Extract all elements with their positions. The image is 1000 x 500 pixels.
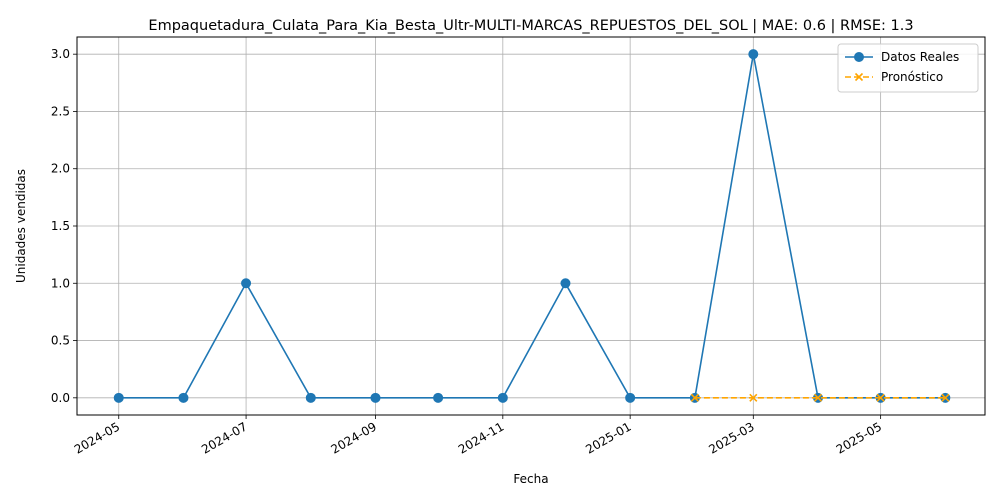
- marker-x-stroke: [941, 393, 950, 402]
- data-point: [305, 392, 316, 403]
- data-point: [749, 393, 758, 402]
- legend: Datos Reales Pronóstico: [837, 43, 979, 93]
- legend-item: Datos Reales: [845, 50, 959, 64]
- marker-x-stroke: [749, 393, 758, 402]
- y-tick-label: 2.5: [51, 104, 70, 118]
- legend-box: [837, 43, 979, 93]
- data-point: [748, 49, 759, 60]
- y-tick-label: 2.0: [51, 162, 70, 176]
- series-forecast: [690, 393, 950, 402]
- legend-items: Datos Reales Pronóstico: [845, 50, 959, 84]
- y-tick-label: 3.0: [51, 47, 70, 61]
- series-layer: [113, 49, 951, 403]
- y-tick-label: 0.5: [51, 334, 70, 348]
- data-point: [241, 278, 252, 289]
- marker-x-stroke: [876, 393, 885, 402]
- chart-title: Empaquetadura_Culata_Para_Kia_Besta_Ultr…: [148, 18, 913, 34]
- legend-marker: [854, 52, 864, 62]
- y-tick-label: 1.5: [51, 219, 70, 233]
- grid: [77, 37, 985, 415]
- data-point: [813, 393, 823, 402]
- data-point: [625, 392, 636, 403]
- legend-item: Pronóstico: [845, 70, 943, 84]
- data-point: [560, 278, 571, 289]
- y-axis-label: Unidades vendidas: [14, 169, 28, 283]
- legend-marker: [854, 72, 864, 82]
- data-point: [113, 392, 124, 403]
- legend-label: Pronóstico: [881, 70, 943, 84]
- legend-label: Datos Reales: [881, 50, 959, 64]
- data-point: [178, 392, 189, 403]
- data-point: [941, 393, 950, 402]
- data-point: [497, 392, 508, 403]
- marker-x-stroke: [813, 393, 823, 402]
- marker-x-stroke: [690, 393, 699, 402]
- data-point: [690, 393, 699, 402]
- marker-x-stroke: [854, 72, 864, 82]
- data-point: [876, 393, 885, 402]
- y-tick-label: 1.0: [51, 276, 70, 290]
- series-line: [118, 54, 946, 399]
- data-point: [433, 392, 444, 403]
- data-point: [370, 392, 381, 403]
- y-tick-label: 0.0: [51, 391, 70, 405]
- x-axis-label: Fecha: [513, 472, 548, 486]
